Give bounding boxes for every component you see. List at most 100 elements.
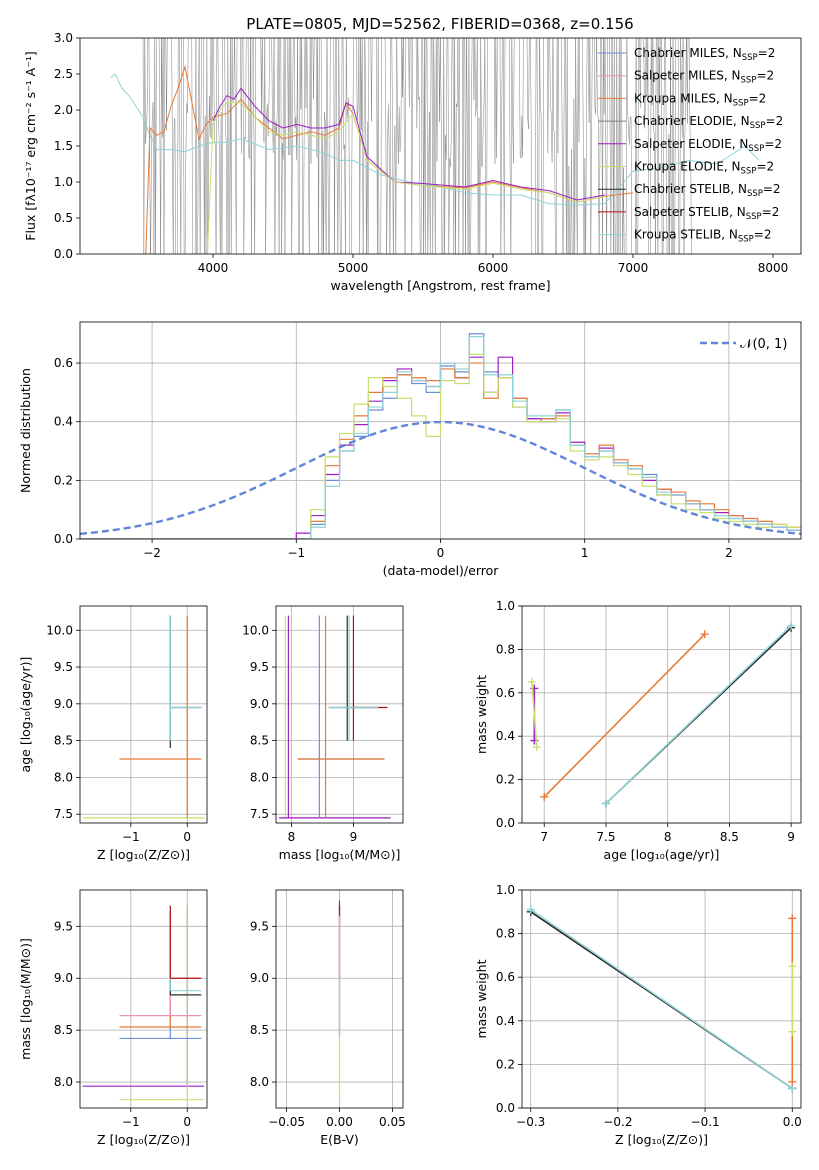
normal-distribution-curve <box>80 420 801 536</box>
axes-frame <box>275 889 404 1109</box>
y-tick-label: 1.0 <box>496 883 515 897</box>
y-tick-label: 1.0 <box>496 599 515 613</box>
y-axis-label: mass weight <box>474 675 489 754</box>
weight-point-marker <box>540 792 549 801</box>
model-spectrum-line <box>145 64 634 254</box>
weight-line <box>543 633 706 798</box>
x-tick-label: −1 <box>287 546 305 560</box>
x-tick-label: −1 <box>122 1115 140 1129</box>
plot-area-age-vs-Z <box>82 615 205 819</box>
x-tick-label: 8 <box>664 830 672 844</box>
y-tick-label: 9.5 <box>54 919 73 933</box>
legend-label: Chabrier STELIB, NSSP=2 <box>634 182 781 199</box>
x-axis-label: E(B-V) <box>320 1132 359 1147</box>
y-tick-label: 7.5 <box>250 807 269 821</box>
x-tick-label: 8000 <box>758 261 789 275</box>
legend-label: 𝒩(0, 1) <box>740 337 787 352</box>
y-tick-label: 8.5 <box>250 734 269 748</box>
y-tick-label: 1.5 <box>54 139 73 153</box>
x-tick-label: 2 <box>725 546 733 560</box>
y-tick-label: 1.0 <box>54 175 73 189</box>
y-tick-label: 0.6 <box>496 686 515 700</box>
model-spectrum-line <box>212 87 606 201</box>
axes-weight-vs-Z: −0.3 −0.2 −0.1 0.0 0.0 0.2 0.4 0.6 0.8 1.0 Z [log₁… <box>474 883 802 1147</box>
y-tick-label: 9.5 <box>250 660 269 674</box>
x-tick-label: 9 <box>350 830 358 844</box>
axes-frame <box>275 605 404 824</box>
y-tick-label: 9.5 <box>250 919 269 933</box>
y-tick-label: 9.0 <box>250 971 269 985</box>
x-axis-label: wavelength [Angstrom, rest frame] <box>330 278 550 293</box>
y-tick-label: 0.2 <box>496 773 515 787</box>
weight-point-marker <box>787 621 796 630</box>
y-tick-label: 0.6 <box>496 970 515 984</box>
weight-line <box>605 624 792 805</box>
y-axis-label: mass [log₁₀(M/M⊙)] <box>18 938 33 1060</box>
model-spectrum-line <box>110 73 760 206</box>
y-tick-label: 0.6 <box>54 356 73 370</box>
x-tick-label: 0 <box>437 546 445 560</box>
axes-weight-vs-age: 7 7.5 8 8.5 9 0.0 0.2 0.4 0.6 0.8 1.0 age [log₁₀(ag… <box>474 599 802 862</box>
axes-age-vs-Z: −1 0 7.5 8.0 8.5 9.0 9.5 10.0 Z [log₁₀(Z/Z⊙)] age… <box>18 605 208 862</box>
axes-frame <box>79 889 208 1109</box>
plot-area-weight-vs-age <box>527 621 796 808</box>
x-tick-label: −0.1 <box>691 1115 720 1129</box>
plot-area-residuals <box>80 333 801 539</box>
y-tick-label: 0.5 <box>54 211 73 225</box>
axes-mass-vs-Z: −1 0 8.0 8.5 9.0 9.5 Z [log₁₀(Z/Z⊙)] mass [log₁… <box>18 889 208 1147</box>
y-tick-label: 0.0 <box>496 816 515 830</box>
plot-area-mass-vs-Z <box>82 905 205 1101</box>
weight-point-marker <box>526 905 535 914</box>
axes-age-vs-mass: 8 9 7.5 8.0 8.5 9.0 9.5 10.0 mass [log₁₀(M/M⊙)] <box>242 605 404 862</box>
y-axis-label: Flux [fλ10⁻¹⁷ erg cm⁻² s⁻¹ A⁻¹] <box>23 51 38 240</box>
x-axis-label: Z [log₁₀(Z/Z⊙)] <box>97 847 190 862</box>
y-tick-label: 8.0 <box>54 1075 73 1089</box>
legend-label: Kroupa ELODIE, NSSP=2 <box>634 160 774 177</box>
x-axis-label: age [log₁₀(age/yr)] <box>604 847 720 862</box>
plot-area-age-vs-mass <box>279 615 391 819</box>
legend-label: Chabrier ELODIE, NSSP=2 <box>634 114 783 131</box>
y-tick-label: 0.2 <box>496 1057 515 1071</box>
legend-label: Kroupa STELIB, NSSP=2 <box>634 228 772 245</box>
y-tick-label: 0.0 <box>54 247 73 261</box>
spectrum-legend: Chabrier MILES, NSSP=2 Salpeter MILES, NS… <box>598 46 783 245</box>
y-tick-label: 10.0 <box>242 623 269 637</box>
y-tick-label: 10.0 <box>46 623 73 637</box>
y-tick-label: 8.0 <box>54 770 73 784</box>
x-tick-label: −0.05 <box>268 1115 305 1129</box>
plot-area-weight-vs-Z <box>526 905 797 1093</box>
weight-point-marker <box>788 962 797 971</box>
y-tick-label: 8.0 <box>250 770 269 784</box>
x-tick-label: 5000 <box>338 261 369 275</box>
y-tick-label: 2.0 <box>54 103 73 117</box>
axes-frame <box>79 321 802 540</box>
x-tick-label: 7 <box>540 830 548 844</box>
y-tick-label: 0.4 <box>496 1014 515 1028</box>
axes-frame <box>521 605 802 824</box>
axes-mass-vs-EBV: −0.05 0.00 0.05 8.0 8.5 9.0 9.5 E(B-V) <box>250 889 406 1147</box>
observed-spectrum-line <box>142 38 692 254</box>
x-tick-label: 8.5 <box>720 830 739 844</box>
y-tick-label: 2.5 <box>54 67 73 81</box>
legend-label: Chabrier MILES, NSSP=2 <box>634 46 775 63</box>
y-axis-label: age [log₁₀(age/yr)] <box>18 657 33 773</box>
weight-point-marker <box>700 630 709 639</box>
x-tick-label: 0 <box>183 830 191 844</box>
legend-label: Salpeter STELIB, NSSP=2 <box>634 205 779 222</box>
axes-residuals: −2 −1 0 1 2 0.0 0.2 0.4 0.6 (data-model)/error Nor… <box>18 321 802 578</box>
x-axis-label: Z [log₁₀(Z/Z⊙)] <box>97 1132 190 1147</box>
legend-label: Kroupa MILES, NSSP=2 <box>634 91 766 108</box>
y-tick-label: 0.8 <box>496 642 515 656</box>
x-tick-label: 0.00 <box>326 1115 353 1129</box>
y-tick-label: 8.5 <box>250 1023 269 1037</box>
weight-point-marker <box>527 677 536 686</box>
plot-area-spectrum <box>110 38 760 254</box>
x-tick-label: 0 <box>183 1115 191 1129</box>
x-tick-label: 4000 <box>198 261 229 275</box>
figure-title: PLATE=0805, MJD=52562, FIBERID=0368, z=0… <box>246 15 633 33</box>
y-tick-label: 9.0 <box>250 697 269 711</box>
x-axis-label: (data-model)/error <box>383 563 500 578</box>
legend-label: Salpeter ELODIE, NSSP=2 <box>634 137 782 154</box>
axes-frame <box>79 605 208 824</box>
y-tick-label: 0.8 <box>496 927 515 941</box>
